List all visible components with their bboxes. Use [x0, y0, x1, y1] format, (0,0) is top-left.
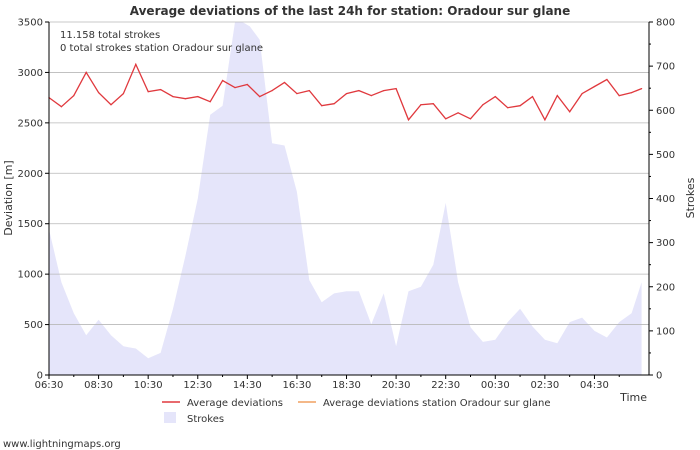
y2-tick-label: 400 — [656, 194, 675, 205]
x-tick-label: 06:30 — [35, 380, 64, 391]
deviation-point — [569, 111, 571, 113]
y-tick-label: 0 — [37, 371, 43, 382]
y2-tick-label: 100 — [656, 326, 675, 337]
deviation-point — [519, 105, 521, 107]
deviation-point — [283, 81, 286, 84]
deviation-point — [395, 88, 397, 90]
deviation-point — [209, 101, 211, 103]
legend-strokes-label: Strokes — [187, 414, 224, 425]
y-tick-label: 1500 — [18, 219, 43, 230]
station-strokes-text: 0 total strokes station Oradour sur glan… — [60, 43, 263, 54]
legend-avg-label: Average deviations — [187, 398, 283, 409]
y2-tick-label: 800 — [656, 18, 675, 29]
deviation-point — [234, 87, 236, 89]
deviation-point — [321, 105, 323, 107]
deviation-point — [333, 103, 335, 105]
y-tick-label: 500 — [24, 320, 43, 331]
deviation-point — [160, 89, 162, 91]
deviation-point — [618, 95, 620, 97]
deviation-point — [507, 107, 509, 109]
deviation-point — [531, 96, 534, 98]
deviation-point — [457, 112, 459, 114]
legend: Average deviations Average deviations st… — [162, 398, 551, 425]
grid-layer — [49, 21, 649, 325]
x-axis-ticks: 06:30 08:30 10:30 12:30 14:30 16:30 18:30 20:30… — [35, 375, 620, 391]
y2-tick-label: 700 — [656, 62, 675, 73]
total-strokes-text: 11.158 total strokes — [60, 30, 160, 41]
deviation-point — [122, 93, 124, 95]
x-tick-label: 18:30 — [332, 380, 361, 391]
deviation-point — [172, 96, 174, 98]
deviation-point — [383, 90, 385, 92]
y-tick-label: 1000 — [18, 270, 43, 281]
x-tick-label: 12:30 — [183, 380, 212, 391]
deviation-point — [593, 85, 596, 88]
deviation-point — [184, 98, 186, 100]
y-tick-label: 2500 — [18, 118, 43, 129]
y-axis-ticks: 0 500 1000 1500 2000 2500 3000 3500 — [18, 18, 49, 382]
x-tick-label: 16:30 — [283, 380, 312, 391]
y2-axis-title: Strokes — [684, 177, 697, 218]
x-tick-label: 10:30 — [134, 380, 163, 391]
deviation-point — [85, 71, 87, 73]
deviation-point — [60, 106, 63, 108]
y2-tick-label: 200 — [656, 282, 675, 293]
deviation-point — [246, 83, 248, 86]
y-tick-label: 3000 — [18, 68, 43, 79]
deviation-point — [641, 88, 643, 90]
x-tick-label: 00:30 — [481, 380, 510, 391]
y-tick-label: 3500 — [18, 18, 43, 29]
deviation-point — [308, 90, 310, 92]
y-tick-label: 2000 — [18, 169, 43, 180]
deviation-point — [581, 93, 583, 95]
y-axis-title: Deviation [m] — [2, 160, 15, 235]
deviation-point — [445, 118, 447, 120]
x-tick-label: 04:30 — [580, 380, 609, 391]
deviation-point — [147, 91, 149, 93]
deviation-point — [73, 95, 75, 97]
deviation-point — [432, 103, 434, 105]
y2-tick-label: 0 — [656, 371, 662, 382]
deviation-point — [197, 96, 199, 98]
strokes-area — [49, 22, 642, 375]
deviation-point — [296, 93, 298, 95]
x-tick-label: 20:30 — [382, 380, 411, 391]
deviation-point — [345, 93, 348, 95]
y2-tick-label: 500 — [656, 150, 675, 161]
deviation-point — [606, 78, 608, 81]
deviation-point — [98, 92, 100, 94]
x-tick-label: 08:30 — [84, 380, 113, 391]
deviation-point — [358, 90, 360, 92]
deviation-point — [420, 104, 422, 106]
y2-tick-label: 300 — [656, 238, 675, 249]
deviation-point — [631, 92, 633, 94]
deviation-point — [370, 95, 372, 97]
legend-strokes-swatch — [164, 412, 176, 423]
watermark: www.lightningmaps.org — [3, 439, 121, 450]
deviation-point — [482, 104, 484, 106]
deviation-point — [469, 118, 472, 120]
deviation-point — [494, 96, 496, 98]
x-tick-label: 02:30 — [530, 380, 559, 391]
deviation-point — [556, 95, 558, 97]
deviation-point — [407, 119, 410, 121]
deviation-point — [222, 79, 224, 82]
deviation-point — [259, 96, 261, 98]
x-tick-label: 14:30 — [233, 380, 262, 391]
x-axis-title: Time — [619, 391, 647, 404]
y2-axis-ticks: 0 100 200 300 400 500 600 700 800 — [649, 18, 675, 382]
deviation-point — [271, 90, 273, 92]
deviation-point — [110, 104, 112, 106]
legend-station-label: Average deviations station Oradour sur g… — [323, 398, 551, 409]
chart-title: Average deviations of the last 24h for s… — [130, 4, 571, 18]
x-tick-label: 22:30 — [431, 380, 460, 391]
deviation-point — [544, 119, 546, 121]
y2-tick-label: 600 — [656, 106, 675, 117]
deviation-point — [135, 63, 137, 65]
strokes-area-layer — [49, 22, 642, 375]
